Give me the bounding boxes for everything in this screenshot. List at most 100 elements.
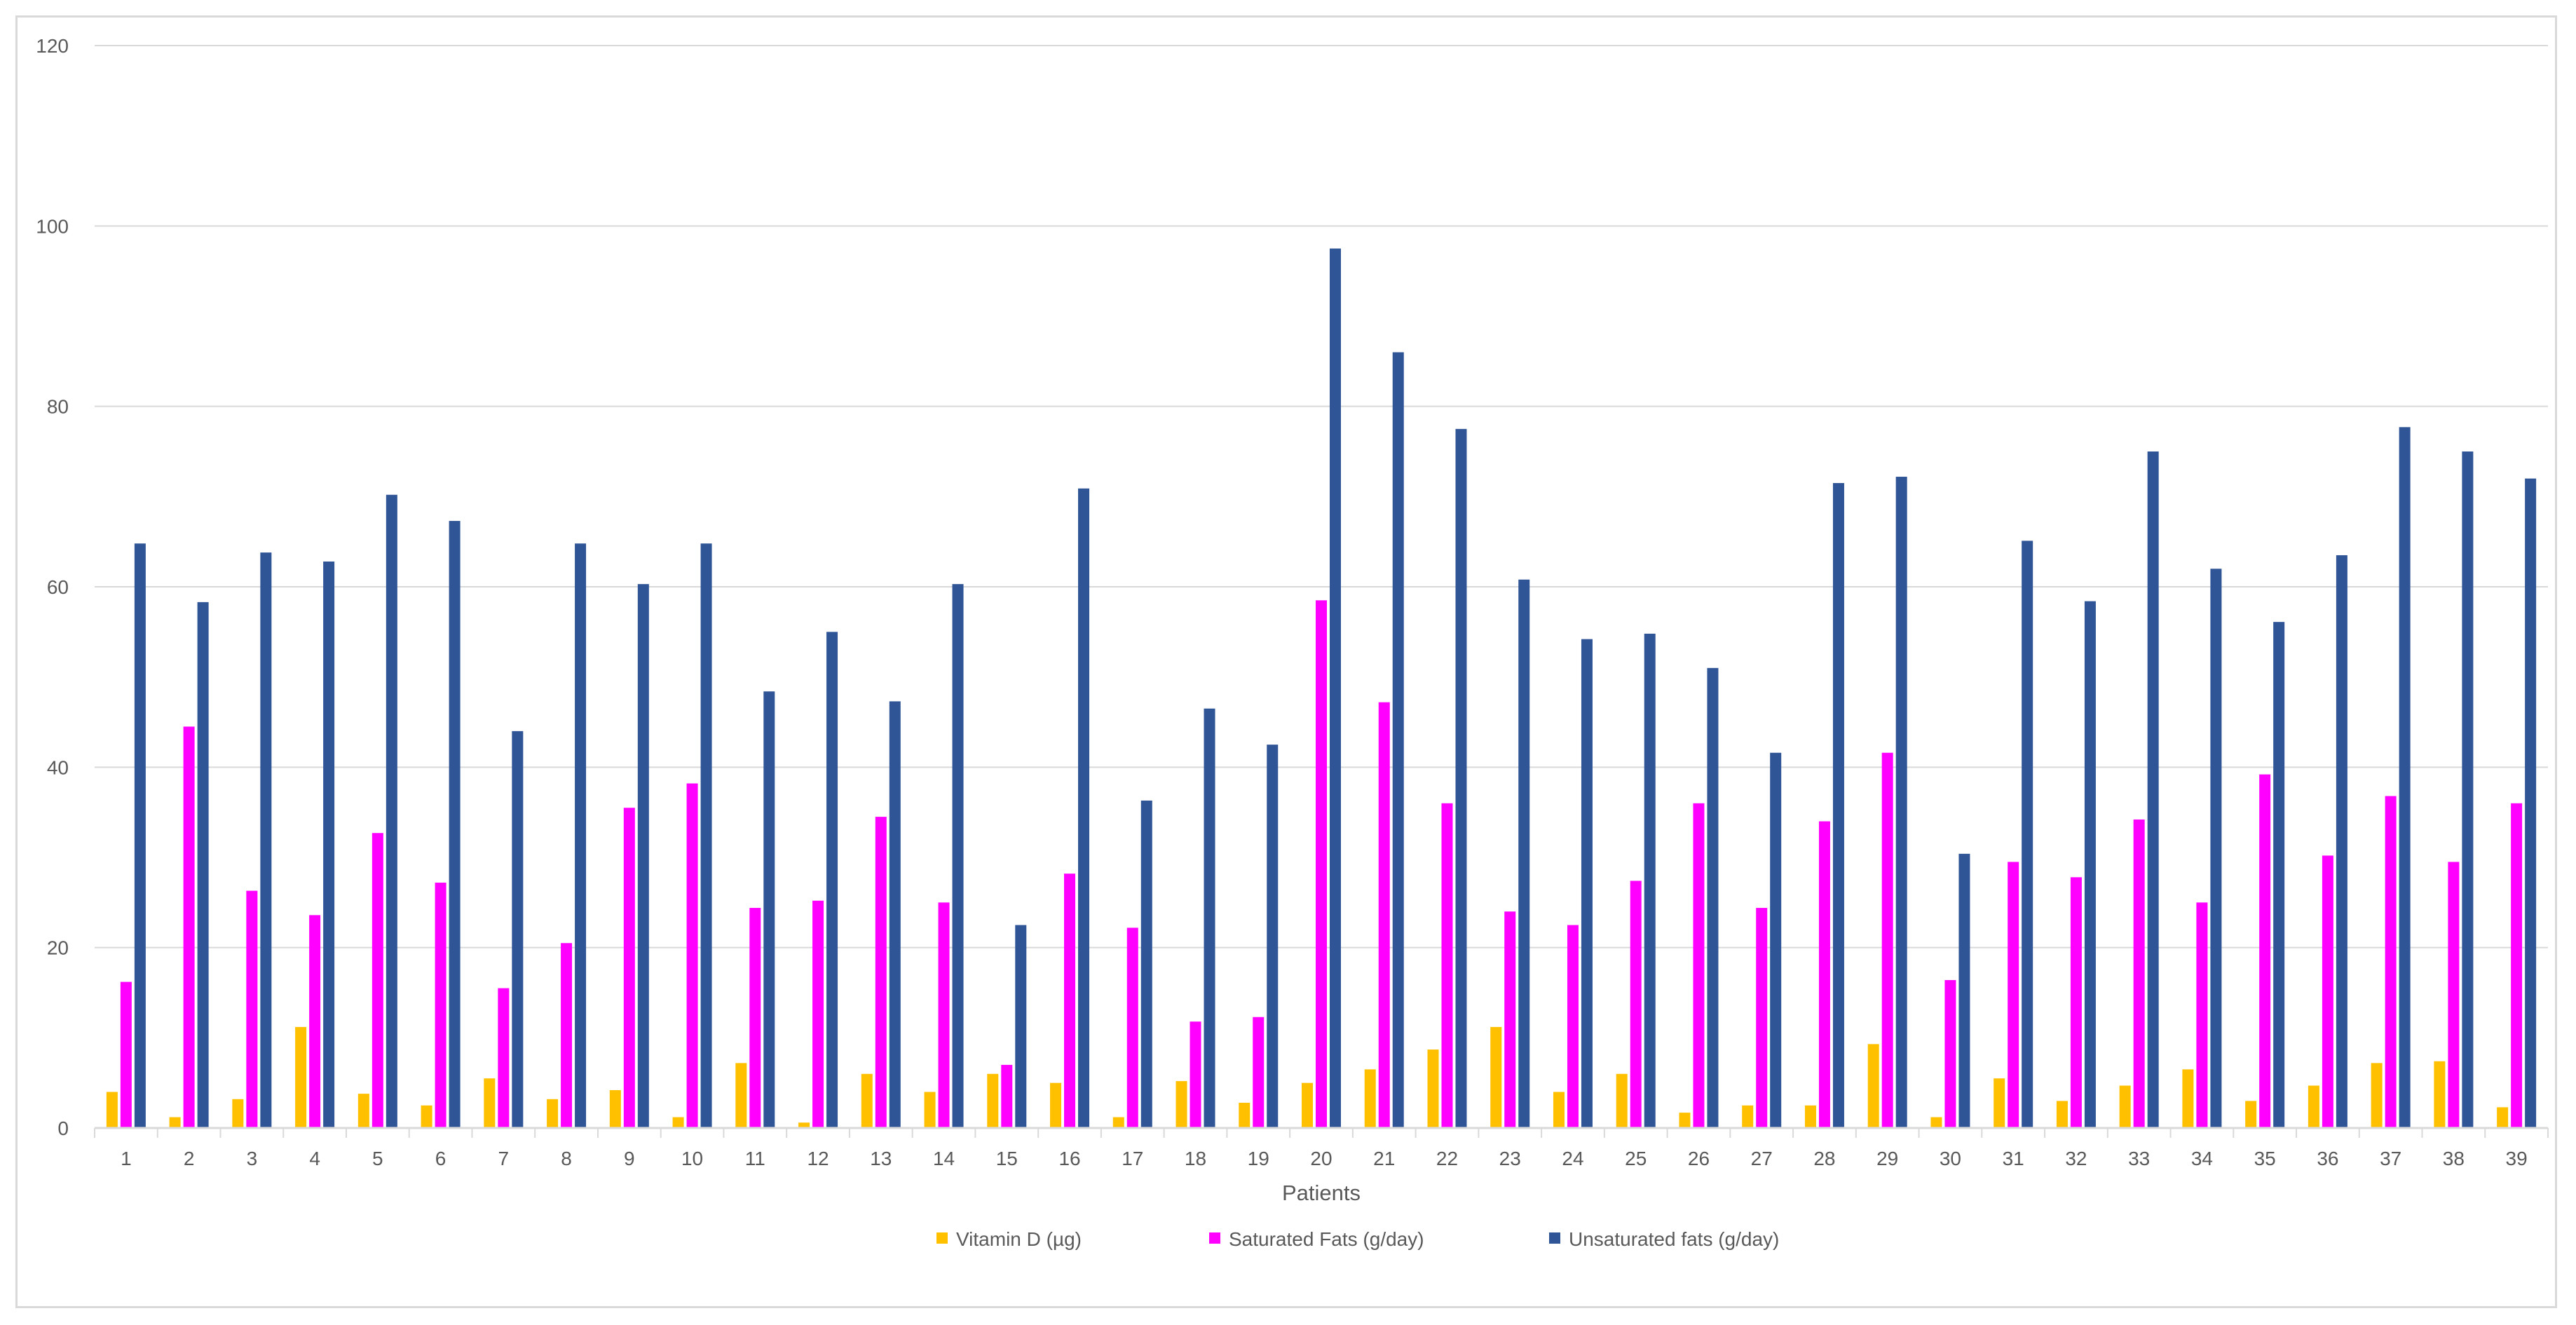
bar-unsaturated-22 [1455, 428, 1467, 1128]
legend-swatch [1549, 1232, 1560, 1244]
x-tick-label: 11 [745, 1148, 765, 1169]
bar-unsaturated-20 [1330, 248, 1341, 1128]
x-tick-label: 33 [2128, 1148, 2150, 1169]
x-tick-label: 32 [2065, 1148, 2087, 1169]
bar-vitamin-2 [169, 1117, 181, 1128]
bar-vitamin-23 [1490, 1026, 1502, 1128]
bar-saturated-17 [1126, 928, 1138, 1128]
bar-unsaturated-2 [197, 602, 209, 1128]
bar-saturated-23 [1504, 911, 1516, 1128]
bar-saturated-25 [1630, 881, 1642, 1128]
x-tick-label: 31 [2003, 1148, 2024, 1169]
bar-vitamin-20 [1302, 1082, 1313, 1128]
x-tick-label: 21 [1373, 1148, 1395, 1169]
legend-swatch [936, 1232, 948, 1244]
bar-saturated-12 [812, 900, 824, 1128]
x-tick-label: 16 [1058, 1148, 1080, 1169]
bar-unsaturated-6 [449, 521, 461, 1128]
bar-vitamin-29 [1867, 1044, 1879, 1128]
bar-vitamin-22 [1427, 1049, 1439, 1128]
bar-saturated-36 [2322, 855, 2333, 1128]
x-tick-label: 2 [184, 1148, 195, 1169]
bar-saturated-31 [2008, 862, 2019, 1128]
bar-vitamin-32 [2056, 1101, 2068, 1128]
x-tick-label: 30 [1940, 1148, 1961, 1169]
bar-unsaturated-39 [2525, 478, 2537, 1128]
bar-saturated-6 [435, 883, 447, 1128]
bars [106, 248, 2537, 1128]
x-tick-label: 23 [1499, 1148, 1521, 1169]
bar-unsaturated-28 [1832, 483, 1844, 1128]
bar-unsaturated-16 [1078, 488, 1090, 1128]
bar-vitamin-35 [2245, 1101, 2257, 1128]
x-tick-label: 39 [2506, 1148, 2528, 1169]
bar-unsaturated-5 [386, 494, 397, 1128]
bar-saturated-24 [1567, 925, 1579, 1128]
bar-unsaturated-9 [637, 584, 649, 1128]
bar-unsaturated-1 [134, 543, 146, 1128]
bar-saturated-27 [1756, 908, 1768, 1128]
bar-vitamin-4 [295, 1026, 307, 1128]
x-tick-label: 4 [309, 1148, 320, 1169]
bar-vitamin-39 [2497, 1107, 2509, 1128]
bar-unsaturated-11 [763, 691, 775, 1128]
x-tick-label: 19 [1248, 1148, 1269, 1169]
bar-saturated-13 [875, 817, 887, 1128]
legend-label: Saturated Fats (g/day) [1229, 1228, 1424, 1250]
bar-saturated-1 [120, 981, 132, 1128]
x-tick-label: 8 [561, 1148, 572, 1169]
bar-saturated-18 [1190, 1021, 1201, 1128]
bar-vitamin-13 [861, 1073, 873, 1128]
bar-saturated-34 [2196, 902, 2208, 1128]
x-tick-label: 29 [1876, 1148, 1898, 1169]
bar-vitamin-26 [1679, 1113, 1691, 1128]
bar-unsaturated-13 [889, 701, 901, 1128]
bar-vitamin-31 [1994, 1078, 2005, 1128]
x-tick-label: 3 [247, 1148, 258, 1169]
bar-saturated-8 [561, 943, 573, 1128]
bar-unsaturated-27 [1770, 752, 1782, 1128]
bar-vitamin-11 [735, 1063, 747, 1128]
x-tick-label: 9 [624, 1148, 635, 1169]
legend-label: Vitamin D (µg) [956, 1228, 1082, 1250]
bar-saturated-38 [2448, 862, 2460, 1128]
bar-vitamin-34 [2182, 1069, 2194, 1128]
x-tick-label: 14 [933, 1148, 955, 1169]
bar-saturated-9 [623, 808, 635, 1128]
y-tick-label: 20 [47, 937, 69, 959]
bar-saturated-26 [1693, 803, 1705, 1128]
bar-vitamin-12 [798, 1122, 810, 1128]
bar-unsaturated-17 [1140, 800, 1152, 1128]
bar-vitamin-17 [1112, 1117, 1124, 1128]
bar-saturated-35 [2259, 774, 2271, 1128]
y-tick-label: 0 [57, 1117, 69, 1139]
legend-swatch [1209, 1232, 1220, 1244]
x-tick-label: 37 [2380, 1148, 2401, 1169]
bar-saturated-4 [309, 915, 321, 1128]
x-tick-label: 27 [1751, 1148, 1773, 1169]
bar-unsaturated-4 [323, 561, 335, 1128]
bar-unsaturated-30 [1958, 853, 1970, 1128]
x-tick-label: 36 [2317, 1148, 2338, 1169]
x-tick-label: 25 [1625, 1148, 1647, 1169]
y-tick-label: 60 [47, 576, 69, 598]
bar-unsaturated-32 [2084, 601, 2096, 1128]
bar-vitamin-6 [421, 1105, 432, 1128]
bar-saturated-5 [372, 833, 383, 1128]
bar-vitamin-3 [232, 1099, 244, 1128]
bar-unsaturated-38 [2462, 451, 2474, 1128]
y-tick-label: 120 [36, 35, 69, 57]
bar-vitamin-36 [2308, 1085, 2319, 1128]
bar-saturated-16 [1064, 874, 1076, 1128]
x-tick-label: 24 [1562, 1148, 1583, 1169]
bar-saturated-22 [1441, 803, 1453, 1128]
bar-saturated-7 [498, 988, 510, 1128]
bar-saturated-32 [2070, 877, 2082, 1128]
x-tick-label: 1 [121, 1148, 132, 1169]
bar-vitamin-8 [547, 1099, 559, 1128]
bar-saturated-10 [686, 783, 698, 1128]
bar-saturated-33 [2133, 819, 2145, 1128]
bar-vitamin-25 [1616, 1073, 1628, 1128]
x-tick-label: 10 [681, 1148, 703, 1169]
bar-unsaturated-26 [1707, 667, 1719, 1128]
